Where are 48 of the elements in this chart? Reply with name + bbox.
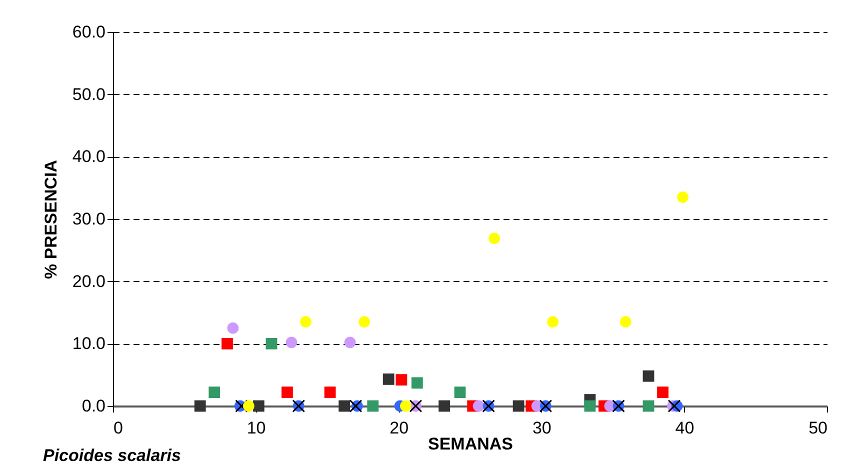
point (488, 232, 500, 244)
y-tick-label: 10.0 (72, 334, 106, 354)
point (657, 386, 668, 398)
point (472, 400, 484, 412)
text: Picoides scalaris (43, 446, 181, 465)
x-tick-label: 30 (532, 418, 552, 438)
y-tick-label: 60.0 (72, 22, 106, 42)
point (252, 400, 264, 412)
point (300, 316, 312, 328)
point (438, 400, 450, 412)
point (396, 374, 408, 386)
point (227, 322, 239, 334)
point (547, 316, 559, 328)
point (367, 400, 379, 412)
point (222, 338, 233, 350)
y-tick-label: 0.0 (82, 396, 106, 416)
point (400, 400, 412, 412)
x-tick-label: 0 (114, 418, 123, 438)
y-axis-title: % PRESENCIA (41, 160, 60, 280)
point (208, 386, 220, 398)
point (282, 386, 293, 398)
point (677, 191, 688, 203)
point (454, 386, 466, 398)
point (286, 336, 298, 348)
point (668, 400, 681, 412)
point (620, 316, 632, 328)
point (382, 373, 394, 385)
point (642, 400, 654, 412)
point (194, 400, 206, 412)
point (512, 400, 524, 412)
y-tick-label: 40.0 (72, 147, 106, 166)
y-tick-label: 20.0 (72, 272, 106, 291)
point (642, 370, 654, 382)
x-axis-title: SEMANAS (428, 434, 514, 454)
point (266, 338, 278, 350)
y-tick-label: 50.0 (72, 84, 106, 104)
point (242, 400, 254, 412)
point (338, 400, 350, 412)
point (324, 386, 336, 398)
x-tick-label: 50 (808, 418, 828, 438)
point (411, 377, 423, 389)
x-tick-label: 10 (246, 418, 266, 438)
x-tick-label: 40 (675, 418, 694, 438)
x-tick-label: 20 (390, 418, 409, 438)
y-tick-label: 30.0 (72, 210, 106, 228)
point (358, 316, 370, 328)
point (344, 336, 356, 348)
point (584, 400, 596, 412)
